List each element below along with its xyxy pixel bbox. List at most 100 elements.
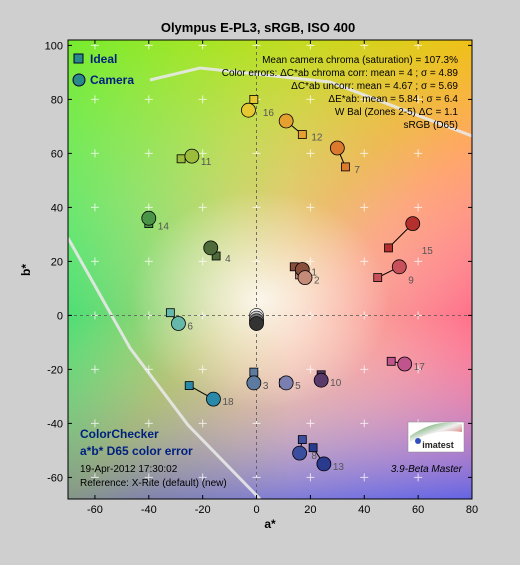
grid-cross <box>90 473 99 482</box>
grid-cross <box>144 419 153 428</box>
grid-cross <box>90 419 99 428</box>
grid-cross <box>306 365 315 374</box>
info-chart-subtitle: a*b* D65 color error <box>80 444 193 458</box>
grid-cross <box>198 473 207 482</box>
grid-cross <box>360 365 369 374</box>
legend-camera-label: Camera <box>90 73 134 87</box>
grid-cross <box>144 365 153 374</box>
patch-number-label: 14 <box>158 222 170 233</box>
camera-marker <box>397 356 413 372</box>
camera-marker <box>329 140 345 156</box>
plot-frame <box>67 39 473 500</box>
grid-cross <box>198 203 207 212</box>
camera-marker <box>405 216 421 232</box>
grid-cross <box>360 257 369 266</box>
camera-marker <box>206 391 221 407</box>
patch-number-label: 13 <box>333 462 345 473</box>
legend-camera-circle <box>72 73 86 87</box>
grid-cross <box>360 95 369 104</box>
patch-number-label: 17 <box>414 362 426 373</box>
stats-line: W Bal (Zones 2-5) ΔC = 1.1 <box>335 107 459 118</box>
stats-line: ΔC*ab uncorr: mean = 4.67 ; σ = 5.69 <box>291 81 458 92</box>
chart-title: Olympus E-PL3, sRGB, ISO 400 <box>161 20 355 35</box>
grid-cross <box>360 419 369 428</box>
grid-cross <box>198 419 207 428</box>
error-stats: Mean camera chroma (saturation) = 107.3%… <box>222 55 459 131</box>
grid-cross <box>144 257 153 266</box>
grid-cross <box>144 203 153 212</box>
x-tick-label: 60 <box>412 504 424 516</box>
y-tick-label: 0 <box>57 310 63 322</box>
ideal-marker <box>373 273 383 283</box>
legend-ideal-label: Ideal <box>90 52 117 66</box>
grid-cross <box>414 257 423 266</box>
camera-marker <box>241 102 256 118</box>
patch-number-label: 4 <box>225 254 231 265</box>
camera-markers <box>141 102 421 472</box>
grid-cross <box>306 203 315 212</box>
camera-marker <box>297 270 313 286</box>
grid-cross <box>90 95 99 104</box>
patch-number-label: 2 <box>314 276 320 287</box>
grid-cross <box>90 257 99 266</box>
camera-marker <box>278 375 294 391</box>
imatest-logo: imatest <box>407 421 465 453</box>
stats-line: Mean camera chroma (saturation) = 107.3% <box>262 55 458 66</box>
stats-line: Color errors: ΔC*ab chroma corr: mean = … <box>222 68 459 79</box>
patch-number-label: 16 <box>263 108 275 119</box>
grid-cross <box>144 95 153 104</box>
y-axis-label: b* <box>19 264 33 276</box>
y-tick-label: 20 <box>51 256 63 268</box>
x-tick-label: 80 <box>466 504 478 516</box>
ideal-marker <box>249 367 259 377</box>
camera-marker <box>203 240 219 256</box>
y-tick-label: -20 <box>47 364 63 376</box>
grid-cross <box>306 257 315 266</box>
x-tick-label: -60 <box>87 504 103 516</box>
zero-axis-lines <box>68 40 472 499</box>
y-tick-label: 60 <box>51 148 63 160</box>
y-tick-label: 80 <box>51 94 63 106</box>
camera-marker <box>184 148 200 164</box>
patch-number-label: 1 <box>311 268 317 279</box>
patch-number-label: 10 <box>330 378 342 389</box>
legend-ideal-square <box>73 53 84 64</box>
chart-info: ColorChecker a*b* D65 color error 19-Apr… <box>80 427 227 489</box>
camera-marker-neutral <box>249 316 264 331</box>
info-reference: Reference: X-Rite (default) (new) <box>80 478 227 489</box>
camera-marker <box>313 372 329 388</box>
grid-cross <box>306 149 315 158</box>
grid-cross <box>198 149 207 158</box>
patch-number-label: 8 <box>311 451 317 462</box>
grid-cross <box>360 203 369 212</box>
patch-number-label: 15 <box>422 246 434 257</box>
grid-cross <box>198 365 207 374</box>
srgb-gamut-boundary <box>68 66 472 499</box>
grid-cross <box>90 149 99 158</box>
patch-number-label: 7 <box>354 165 360 176</box>
camera-marker <box>171 316 186 331</box>
legend: Ideal Camera <box>72 52 134 87</box>
x-tick-label: 20 <box>304 504 316 516</box>
grid-cross <box>360 149 369 158</box>
x-axis-label: a* <box>264 517 276 531</box>
ideal-marker <box>341 162 350 172</box>
grid-cross <box>90 365 99 374</box>
camera-marker <box>246 375 262 391</box>
ideal-marker <box>297 130 307 139</box>
grid-cross <box>414 149 423 158</box>
y-tick-label: 40 <box>51 202 63 214</box>
camera-marker <box>391 259 407 275</box>
camera-marker <box>278 113 294 129</box>
x-tick-label: -40 <box>141 504 157 516</box>
patch-number-label: 12 <box>311 133 323 144</box>
patch-number-label: 3 <box>263 381 269 392</box>
camera-marker <box>316 456 332 472</box>
stats-line: ΔE*ab: mean = 5.84 ; σ = 6.4 <box>328 94 458 105</box>
patch-number-label: 11 <box>201 157 212 168</box>
patch-number-label: 9 <box>408 276 414 287</box>
axis-ticks <box>68 40 473 499</box>
